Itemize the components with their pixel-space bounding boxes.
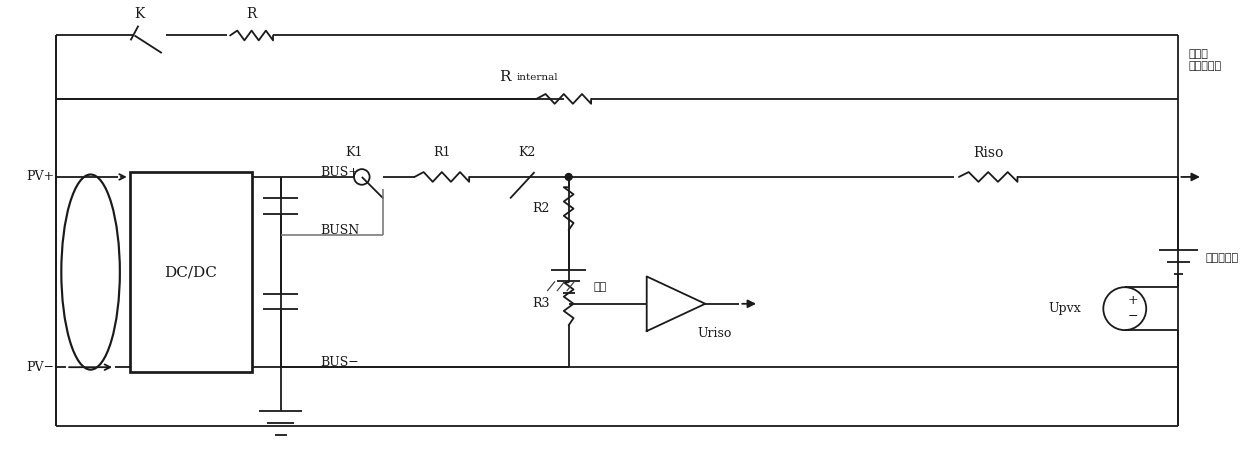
- Text: R: R: [247, 7, 257, 21]
- Text: PV−: PV−: [26, 361, 53, 374]
- Text: R2: R2: [533, 202, 551, 215]
- Text: R1: R1: [433, 146, 450, 159]
- Text: PV+: PV+: [26, 171, 53, 183]
- Text: Upvx: Upvx: [1048, 302, 1081, 315]
- Circle shape: [565, 173, 572, 180]
- Bar: [130, 172, 252, 372]
- Text: R3: R3: [533, 297, 551, 310]
- Text: DC/DC: DC/DC: [164, 265, 217, 279]
- Text: BUSN: BUSN: [320, 224, 360, 237]
- Text: BUS−: BUS−: [320, 356, 358, 369]
- Text: −: −: [1127, 310, 1138, 323]
- Text: K: K: [134, 7, 145, 21]
- Text: K2: K2: [518, 146, 536, 159]
- Text: R: R: [500, 70, 511, 85]
- Text: 大地等电位: 大地等电位: [1205, 253, 1239, 263]
- Text: K1: K1: [345, 146, 363, 159]
- Text: Riso: Riso: [973, 145, 1003, 160]
- Text: 电网中
性点等电位: 电网中 性点等电位: [1188, 49, 1221, 71]
- Text: 机壳: 机壳: [593, 282, 606, 292]
- Text: +: +: [1127, 294, 1138, 307]
- Text: internal: internal: [517, 73, 558, 82]
- Text: BUS+: BUS+: [320, 166, 358, 179]
- Text: Uriso: Uriso: [698, 326, 732, 340]
